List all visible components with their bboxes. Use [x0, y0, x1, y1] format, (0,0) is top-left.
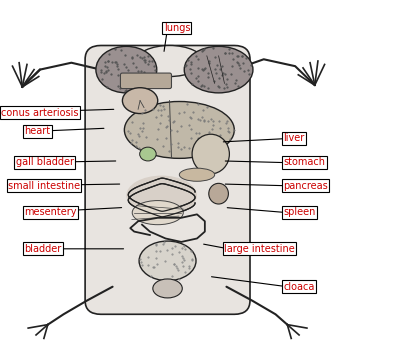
Text: bladder: bladder	[24, 244, 61, 254]
Ellipse shape	[132, 201, 183, 225]
Ellipse shape	[125, 101, 234, 158]
Text: gall bladder: gall bladder	[16, 157, 74, 167]
Ellipse shape	[179, 168, 215, 181]
Ellipse shape	[126, 175, 197, 215]
Ellipse shape	[184, 46, 253, 93]
Ellipse shape	[140, 147, 156, 161]
Ellipse shape	[153, 279, 182, 298]
FancyBboxPatch shape	[121, 73, 171, 89]
Text: pancreas: pancreas	[283, 181, 328, 191]
Text: stomach: stomach	[283, 157, 325, 167]
Ellipse shape	[139, 241, 196, 281]
Text: spleen: spleen	[283, 208, 316, 218]
Text: heart: heart	[24, 127, 50, 136]
Ellipse shape	[123, 88, 158, 113]
Text: lungs: lungs	[164, 23, 190, 33]
FancyBboxPatch shape	[85, 45, 250, 314]
Ellipse shape	[192, 134, 229, 174]
Text: cloaca: cloaca	[283, 282, 315, 292]
Text: mesentery: mesentery	[24, 208, 77, 218]
Ellipse shape	[209, 183, 229, 204]
Ellipse shape	[136, 45, 203, 76]
Text: large intestine: large intestine	[225, 244, 295, 254]
Text: liver: liver	[283, 133, 305, 143]
Ellipse shape	[96, 46, 157, 93]
Text: conus arteriosis: conus arteriosis	[2, 108, 79, 118]
Text: small intestine: small intestine	[8, 181, 80, 191]
